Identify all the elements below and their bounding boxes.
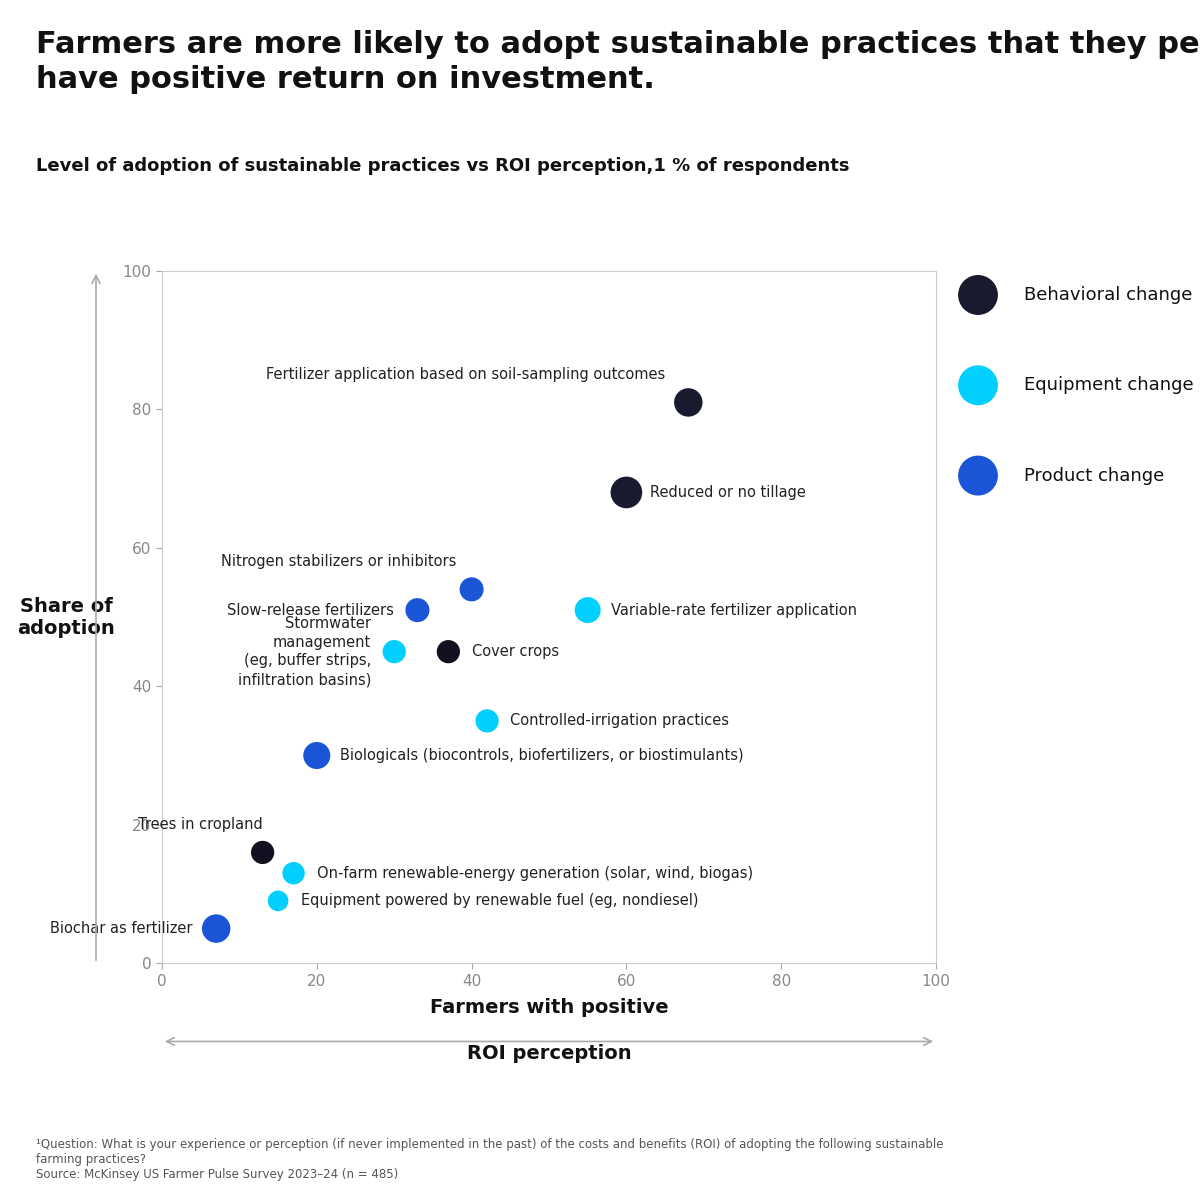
Text: Variable-rate fertilizer application: Variable-rate fertilizer application bbox=[611, 603, 857, 618]
Text: Reduced or no tillage: Reduced or no tillage bbox=[649, 485, 805, 500]
Text: Biochar as fertilizer: Biochar as fertilizer bbox=[50, 921, 193, 936]
Text: Equipment change: Equipment change bbox=[1024, 377, 1193, 394]
Point bbox=[307, 745, 326, 766]
Text: Controlled-irrigation practices: Controlled-irrigation practices bbox=[510, 714, 730, 728]
Text: Level of adoption of sustainable practices vs ROI perception,1 % of respondents: Level of adoption of sustainable practic… bbox=[36, 157, 850, 175]
Text: Stormwater
management
(eg, buffer strips,
infiltration basins): Stormwater management (eg, buffer strips… bbox=[238, 616, 371, 687]
Point bbox=[617, 483, 636, 502]
Text: ¹Question: What is your experience or perception (if never implemented in the pa: ¹Question: What is your experience or pe… bbox=[36, 1138, 943, 1181]
Text: Equipment powered by renewable fuel (eg, nondiesel): Equipment powered by renewable fuel (eg,… bbox=[301, 893, 698, 908]
Text: ROI perception: ROI perception bbox=[467, 1044, 631, 1063]
Text: Slow-release fertilizers: Slow-release fertilizers bbox=[227, 603, 395, 618]
Text: Product change: Product change bbox=[1024, 467, 1164, 484]
Point bbox=[462, 579, 481, 598]
Text: Farmers with positive: Farmers with positive bbox=[430, 998, 668, 1017]
Text: Nitrogen stabilizers or inhibitors: Nitrogen stabilizers or inhibitors bbox=[221, 554, 456, 568]
Point bbox=[385, 642, 404, 661]
Point bbox=[206, 919, 226, 938]
Point bbox=[578, 601, 598, 620]
Text: Fertilizer application based on soil-sampling outcomes: Fertilizer application based on soil-sam… bbox=[266, 367, 665, 382]
Point bbox=[284, 863, 304, 883]
Text: Biologicals (biocontrols, biofertilizers, or biostimulants): Biologicals (biocontrols, biofertilizers… bbox=[340, 748, 744, 763]
Point bbox=[679, 393, 698, 412]
Point bbox=[408, 601, 427, 620]
Text: Behavioral change: Behavioral change bbox=[1024, 287, 1192, 303]
Point bbox=[269, 891, 288, 910]
Text: Share of
adoption: Share of adoption bbox=[17, 596, 115, 638]
Text: Trees in cropland: Trees in cropland bbox=[138, 816, 263, 832]
Text: On-farm renewable-energy generation (solar, wind, biogas): On-farm renewable-energy generation (sol… bbox=[317, 866, 752, 880]
Point bbox=[439, 642, 458, 661]
Text: Farmers are more likely to adopt sustainable practices that they perceive to
hav: Farmers are more likely to adopt sustain… bbox=[36, 30, 1200, 94]
Point bbox=[253, 843, 272, 862]
Point bbox=[478, 712, 497, 731]
Text: Cover crops: Cover crops bbox=[472, 644, 559, 659]
